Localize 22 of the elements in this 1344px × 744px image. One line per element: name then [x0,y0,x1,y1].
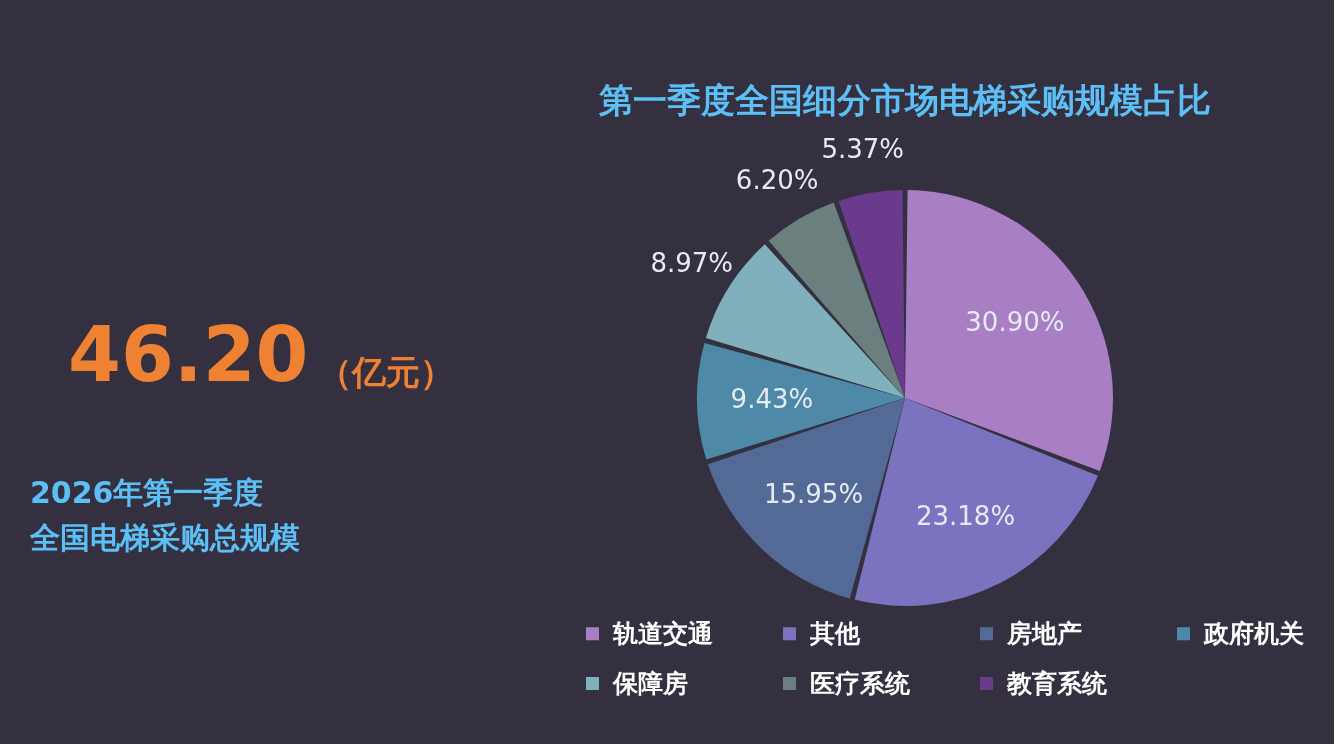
data-label: 30.90% [965,306,1065,337]
legend-label: 医疗系统 [810,668,911,698]
text: 全国电梯采购总规模 [29,520,300,555]
legend-label: 教育系统 [1006,668,1108,698]
pie-slice [697,342,905,460]
data-label: 9.43% [730,384,814,415]
data-label: 15.95% [763,478,864,509]
data-label: 8.97% [650,247,734,278]
text: （亿元） [318,352,454,392]
pie-slice [905,190,1113,471]
text: 2026年第一季度 [30,475,264,510]
text: 46.20 [68,310,309,399]
chart-title: 第一季度全国细分市场电梯采购规模占比 [598,79,1211,120]
legend-label: 政府机关 [1203,618,1304,648]
legend-label: 其他 [809,618,861,648]
data-label: 6.20% [735,164,819,195]
pie-slice [838,190,905,398]
legend-label: 轨道交通 [612,618,713,648]
data-label: 5.37% [821,133,904,164]
legend-label: 房地产 [1006,618,1082,648]
legend-label: 保障房 [612,668,688,698]
data-label: 23.18% [915,500,1016,531]
